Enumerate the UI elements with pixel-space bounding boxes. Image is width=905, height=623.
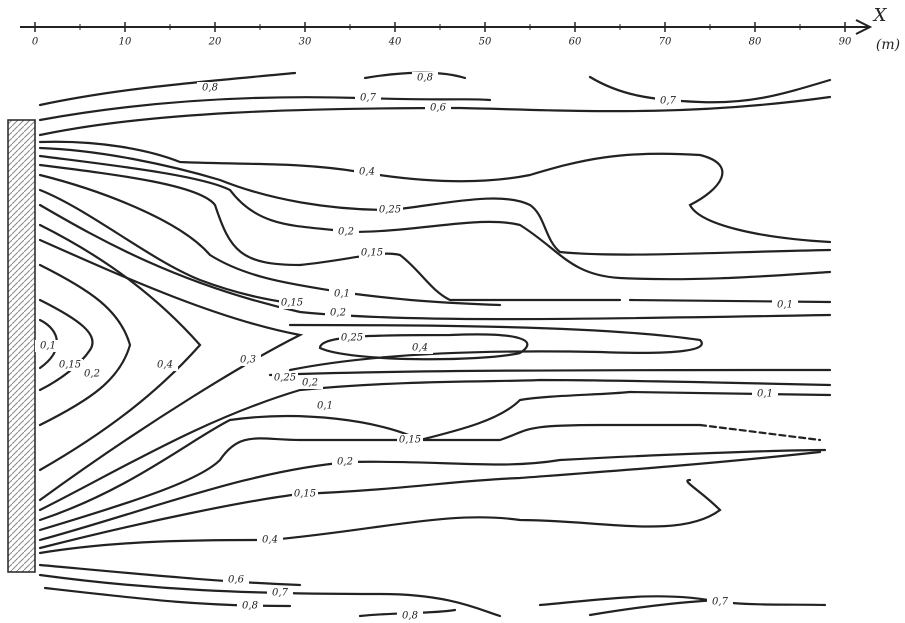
tick-label: 10 xyxy=(119,37,132,48)
tick-label: 20 xyxy=(208,37,222,48)
x-axis: X (m) xyxy=(20,5,900,53)
contour-label: 0,2 xyxy=(302,378,318,389)
contour-label: 0,3 xyxy=(240,355,256,366)
contour-label: 0,2 xyxy=(84,369,100,380)
contour-label: 0,6 xyxy=(228,575,245,586)
tick-label: 30 xyxy=(299,37,312,48)
axis-label: X xyxy=(872,5,888,26)
contours xyxy=(40,73,830,616)
contour-label: 0,4 xyxy=(412,343,428,354)
ticks: 0 10 20 30 40 50 60 70 80 90 xyxy=(32,22,852,48)
contour-label: 0,4 xyxy=(157,360,173,371)
contour-label: 0,15 xyxy=(59,360,81,371)
contour-label: 0,15 xyxy=(294,489,316,500)
contour-label: 0,7 xyxy=(360,93,377,104)
tick-label: 50 xyxy=(479,37,492,48)
contour-label: 0,25 xyxy=(341,333,363,344)
wall xyxy=(8,120,35,572)
contour-label: 0,25 xyxy=(379,205,401,216)
contour-label: 0,1 xyxy=(777,300,793,311)
contour-label: 0,4 xyxy=(359,167,375,178)
contour-label: 0,1 xyxy=(757,389,773,400)
tick-label: 90 xyxy=(839,37,852,48)
contour-label: 0,7 xyxy=(660,96,677,107)
contour-label: 0,1 xyxy=(317,401,333,412)
tick-label: 70 xyxy=(659,37,672,48)
contour-label: 0,8 xyxy=(242,601,258,612)
contour-label: 0,7 xyxy=(712,597,729,608)
contour-label: 0,1 xyxy=(334,289,350,300)
contour-label: 0,6 xyxy=(430,103,447,114)
tick-label: 0 xyxy=(32,37,39,48)
contour-label: 0,15 xyxy=(281,298,303,309)
contour-label: 0,25 xyxy=(274,373,296,384)
contour-label: 0,8 xyxy=(202,83,218,94)
contour-label: 0,2 xyxy=(337,457,353,468)
contour-label: 0,8 xyxy=(402,611,418,622)
tick-label: 40 xyxy=(388,37,402,48)
contour-label: 0,7 xyxy=(272,588,289,599)
contour-label: 0,4 xyxy=(262,535,278,546)
contour-label: 0,2 xyxy=(338,227,354,238)
contour-label: 0,15 xyxy=(361,248,383,259)
contour-label: 0,15 xyxy=(399,435,421,446)
contour-label: 0,2 xyxy=(330,308,346,319)
tick-label: 80 xyxy=(749,37,762,48)
contour-map: X (m) 0 xyxy=(0,0,905,623)
axis-unit: (m) xyxy=(876,37,900,53)
tick-label: 60 xyxy=(569,37,582,48)
contour-label: 0,1 xyxy=(40,341,56,352)
contour-label: 0,8 xyxy=(417,73,433,84)
